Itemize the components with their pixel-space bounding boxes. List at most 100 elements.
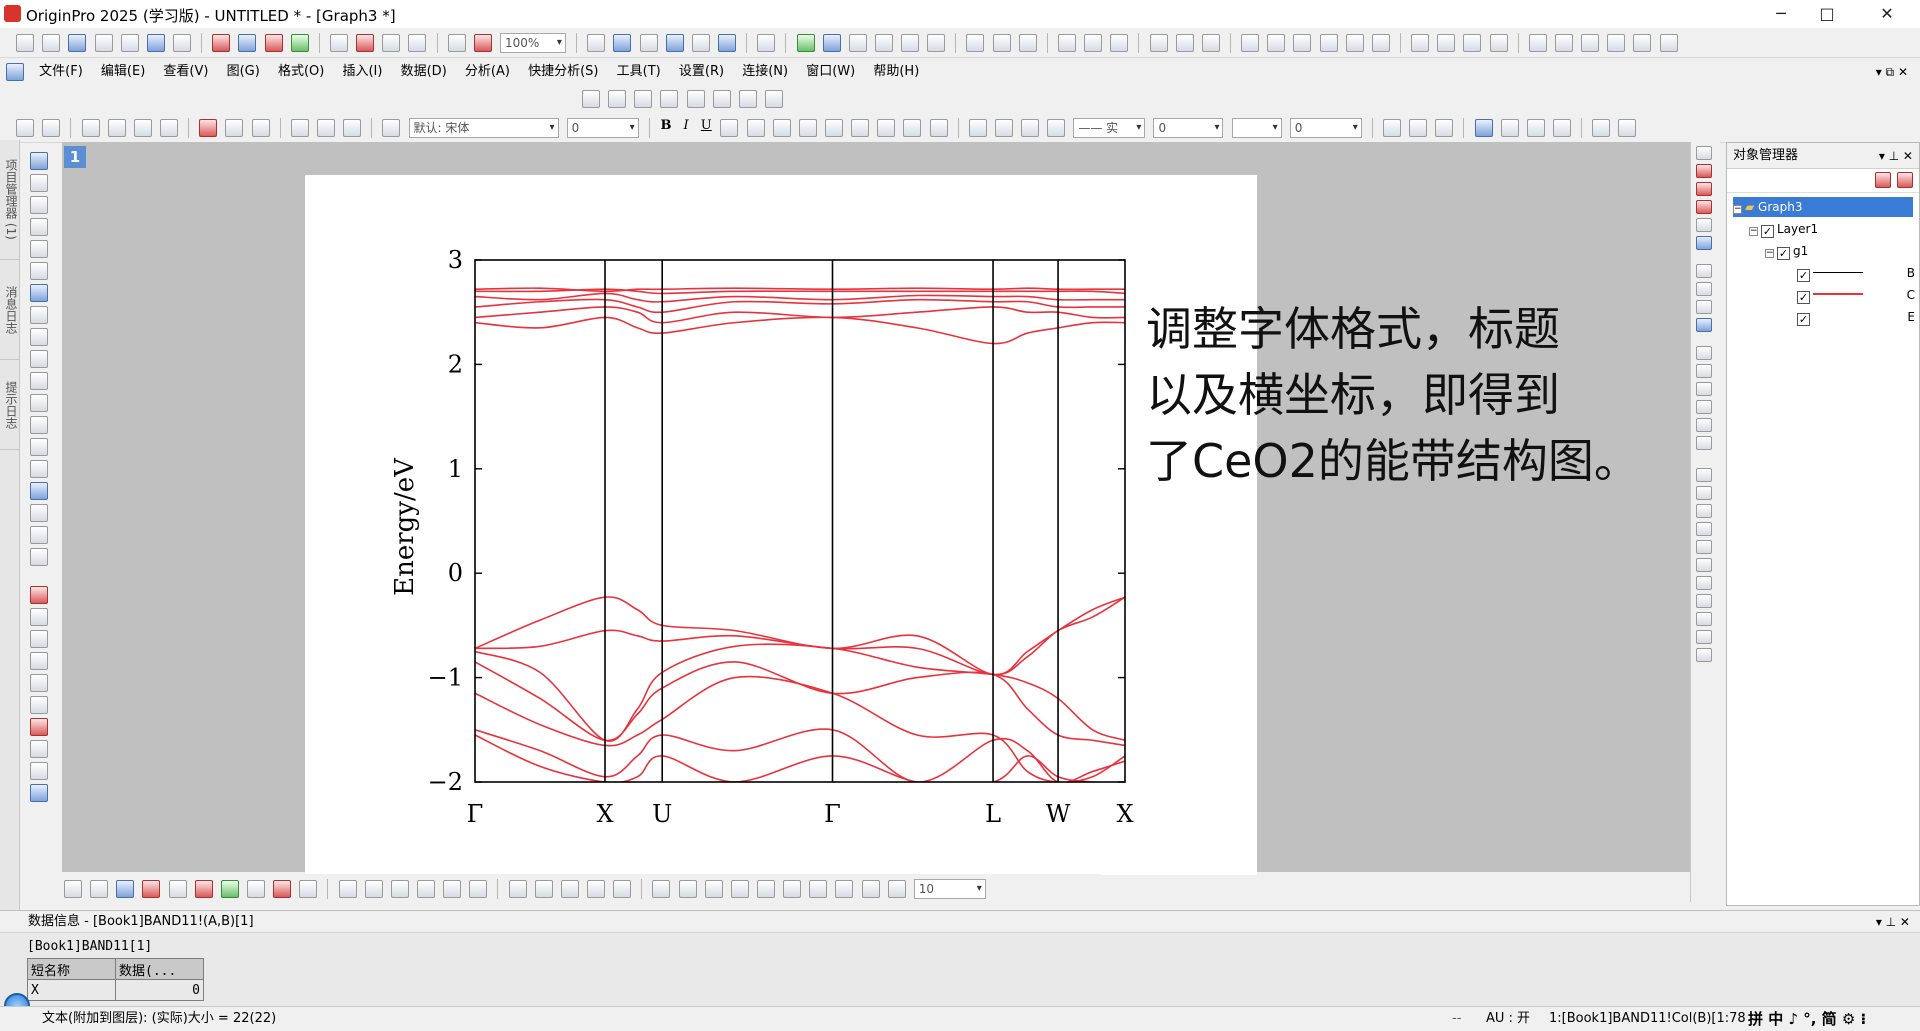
- new-project-icon[interactable]: [16, 34, 35, 52]
- line-plot-icon[interactable]: [64, 880, 82, 898]
- object-2-icon[interactable]: [534, 880, 553, 898]
- area-plot-icon[interactable]: [220, 880, 239, 898]
- align-obj-8-icon[interactable]: [835, 880, 854, 898]
- menu-file[interactable]: 文件(F): [39, 64, 83, 79]
- plot-setup-icon[interactable]: [874, 34, 893, 52]
- annotation-text[interactable]: 调整字体格式，标题 以及横坐标，即得到 了CeO2的能带结构图。: [1146, 296, 1640, 494]
- menu-analysis[interactable]: 分析(A): [464, 64, 510, 79]
- 3d-bar-icon[interactable]: [364, 880, 383, 898]
- subscript-icon[interactable]: [746, 119, 765, 137]
- align-obj-1-icon[interactable]: [652, 880, 671, 898]
- sort-icon[interactable]: [1018, 34, 1037, 52]
- tab-smart-hint-log[interactable]: 提示日志: [0, 360, 20, 450]
- circle-icon[interactable]: [30, 608, 48, 626]
- print-icon[interactable]: [587, 34, 606, 52]
- legend-icon[interactable]: [30, 630, 48, 648]
- table-icon[interactable]: [1435, 119, 1454, 137]
- zoom-page-icon[interactable]: [225, 119, 244, 137]
- add-table-icon[interactable]: [30, 372, 48, 390]
- same-height-icon[interactable]: [1696, 522, 1712, 536]
- bar-chart-icon[interactable]: [1084, 34, 1103, 52]
- same-width-icon[interactable]: [1696, 504, 1712, 518]
- mdi-controls[interactable]: ▾ ⧉ ✕: [1875, 65, 1908, 79]
- draw-data-icon[interactable]: [30, 328, 48, 346]
- cut-icon[interactable]: [290, 119, 309, 137]
- grid-icon[interactable]: [1618, 119, 1637, 137]
- menu-window[interactable]: 窗口(W): [806, 64, 856, 79]
- new-graph-icon[interactable]: [146, 34, 165, 52]
- bracket-right-icon[interactable]: [1696, 382, 1712, 396]
- merge-icon[interactable]: [42, 119, 61, 137]
- set-y-icon[interactable]: [1293, 34, 1312, 52]
- duplicate-icon[interactable]: [473, 34, 492, 52]
- frame-icon[interactable]: [1592, 119, 1611, 137]
- menu-format[interactable]: 格式(O): [277, 64, 325, 79]
- border-icon[interactable]: [1409, 119, 1428, 137]
- menu-view[interactable]: 查看(V): [163, 64, 209, 79]
- group-icon[interactable]: [712, 90, 731, 108]
- copy-format-icon[interactable]: [251, 119, 270, 137]
- new-folder-icon[interactable]: [42, 34, 61, 52]
- mask-icon[interactable]: [30, 306, 48, 324]
- filter-settings-icon[interactable]: [1201, 34, 1220, 52]
- arrow-left-icon[interactable]: [582, 90, 600, 108]
- align-obj-6-icon[interactable]: [783, 880, 802, 898]
- import-icon[interactable]: [356, 34, 375, 52]
- menu-settings[interactable]: 设置(R): [678, 64, 725, 79]
- align-obj-3-icon[interactable]: [704, 880, 723, 898]
- group-v-icon[interactable]: [1696, 594, 1712, 608]
- fill-pattern-icon[interactable]: [1383, 119, 1402, 137]
- command-window-icon[interactable]: [717, 34, 736, 52]
- object-4-icon[interactable]: [586, 880, 605, 898]
- collapse-icon[interactable]: −: [1733, 204, 1742, 214]
- save-project-icon[interactable]: [382, 34, 401, 52]
- zoom-combo[interactable]: 100%: [499, 33, 566, 53]
- stack-icon[interactable]: [1696, 540, 1712, 554]
- column-add-icon[interactable]: [966, 34, 985, 52]
- swap-icon[interactable]: [1696, 612, 1712, 626]
- marker-icon[interactable]: [1474, 119, 1493, 137]
- open-template-icon[interactable]: [238, 34, 257, 52]
- sparkle-icon[interactable]: [1047, 119, 1066, 137]
- graph-window-icon[interactable]: [6, 63, 24, 81]
- tab-messages-log[interactable]: 消息日志: [0, 260, 20, 360]
- histogram-icon[interactable]: [1058, 34, 1077, 52]
- add-layer-icon[interactable]: [107, 119, 126, 137]
- new-workbook-icon[interactable]: [68, 34, 87, 52]
- zoom-out-icon[interactable]: [30, 196, 48, 214]
- line-color-icon[interactable]: [1021, 119, 1040, 137]
- box-plot-icon[interactable]: [168, 880, 187, 898]
- menu-graph[interactable]: 图(G): [226, 64, 260, 79]
- layer-contents-icon[interactable]: [848, 34, 867, 52]
- band-structure-chart[interactable]: Γ X U Γ L W X 3 2 1 0 −1 −2 Energy/eV: [305, 175, 1257, 875]
- text-icon[interactable]: [30, 350, 48, 368]
- checkbox-icon[interactable]: ✓: [1797, 269, 1810, 282]
- notes-icon[interactable]: [30, 548, 48, 566]
- copy-icon[interactable]: [316, 119, 335, 137]
- align-grid-icon[interactable]: [1696, 282, 1712, 296]
- undo-icon[interactable]: [764, 90, 783, 108]
- zoom-in-icon[interactable]: [30, 174, 48, 192]
- maximize-button[interactable]: □: [1819, 4, 1835, 23]
- tree-g1[interactable]: − ✓ g1: [1765, 244, 1809, 260]
- annotation-icon[interactable]: [30, 262, 48, 280]
- column-plot-icon[interactable]: [142, 880, 161, 898]
- hand-icon[interactable]: [30, 460, 48, 478]
- checkbox-icon[interactable]: ✓: [1777, 247, 1790, 260]
- layer-props-icon[interactable]: [159, 119, 178, 137]
- checkbox-icon[interactable]: ✓: [1761, 225, 1774, 238]
- last-icon[interactable]: [1489, 34, 1508, 52]
- line-style-combo[interactable]: —— 实: [1073, 118, 1146, 138]
- export-graph-icon[interactable]: [639, 34, 658, 52]
- list-icon[interactable]: [903, 119, 922, 137]
- collapse-icon[interactable]: −: [1749, 226, 1758, 236]
- template-icon[interactable]: [299, 880, 318, 898]
- tree-graph3[interactable]: − ▰ Graph3: [1733, 197, 1913, 217]
- underline-button[interactable]: U: [700, 118, 712, 133]
- back-icon[interactable]: [1696, 648, 1712, 662]
- status-au[interactable]: AU : 开: [1486, 1011, 1531, 1026]
- distribute-v-icon[interactable]: [1696, 486, 1712, 500]
- insert-graph-icon[interactable]: [30, 504, 48, 522]
- code-builder-icon[interactable]: [665, 34, 684, 52]
- text-tool-icon[interactable]: [382, 119, 401, 137]
